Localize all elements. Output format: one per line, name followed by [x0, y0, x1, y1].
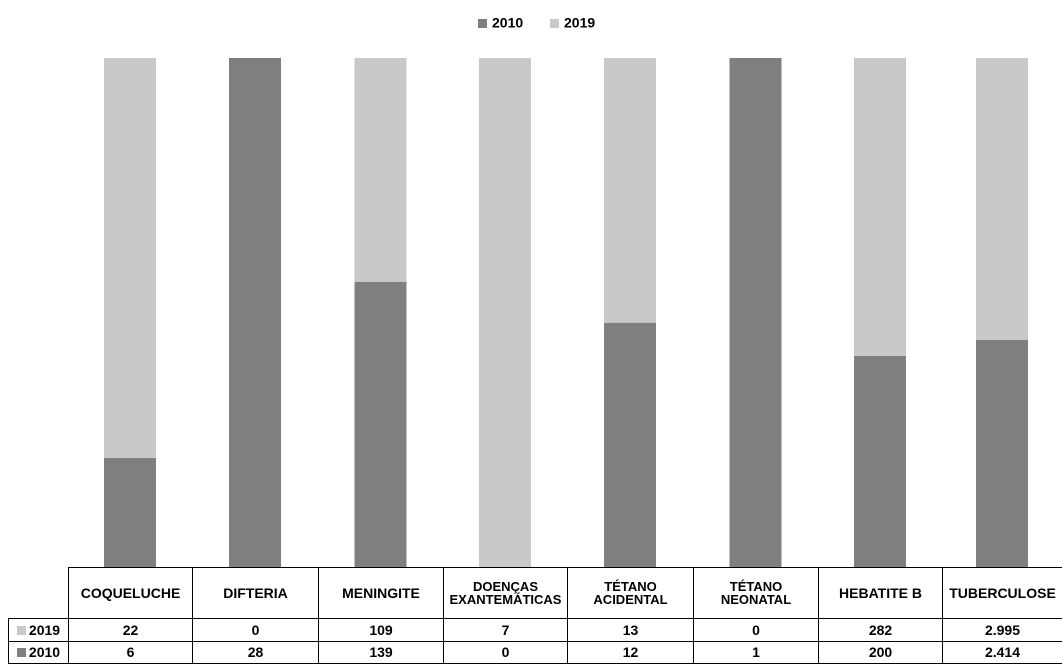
bar-segment: [976, 58, 1028, 340]
table-value: 22: [68, 618, 193, 642]
bar-segment: [976, 339, 1028, 567]
bar-segment: [604, 322, 656, 567]
bar-segment: [854, 355, 906, 567]
bar-segment: [354, 281, 407, 567]
table-header: TÉTANO NEONATAL: [693, 567, 819, 619]
table-value: 13: [567, 618, 694, 642]
table-row-label: 2019: [8, 618, 69, 642]
table-value: 12: [567, 641, 694, 664]
table-row-name: 2010: [28, 644, 61, 660]
table-value: 2.995: [942, 618, 1062, 642]
table-value: 200: [818, 641, 943, 664]
table-value: 0: [443, 641, 568, 664]
table-legend-marker: [16, 648, 26, 657]
table-header: DOENÇAS EXANTEMÁTICAS: [443, 567, 568, 619]
bar-segment: [604, 58, 656, 323]
table-header: COQUELUCHE: [68, 567, 193, 619]
table-header: TÉTANO ACIDENTAL: [567, 567, 694, 619]
table-value: 2.414: [942, 641, 1062, 664]
legend-label: 2019: [564, 15, 595, 31]
table-header: MENINGITE: [318, 567, 444, 619]
table-value: 0: [693, 618, 819, 642]
legend-marker: [550, 19, 559, 28]
table-value: 7: [443, 618, 568, 642]
bar-segment: [854, 58, 906, 356]
table-value: 109: [318, 618, 444, 642]
plot: 2010 2019: [104, 15, 1028, 567]
bar-segment: [354, 58, 407, 282]
table-row-label: 2010: [8, 641, 69, 664]
table-header: DIFTERIA: [192, 567, 319, 619]
table-value: 0: [192, 618, 319, 642]
table-value: 1: [693, 641, 819, 664]
table-header: HEBATITE B: [818, 567, 943, 619]
bar-segment: [479, 58, 531, 567]
table-row-name: 2019: [28, 621, 61, 638]
bar-segment: [229, 58, 281, 567]
bar-segment: [729, 58, 782, 567]
bar-segment: [104, 58, 156, 458]
legend-marker: [478, 19, 487, 28]
legend-label: 2010: [492, 15, 523, 31]
table-value: 6: [68, 641, 193, 664]
bar-segment: [104, 457, 156, 567]
table-value: 282: [818, 618, 943, 642]
table-legend-marker: [16, 625, 26, 635]
table-value: 28: [192, 641, 319, 664]
table-value: 139: [318, 641, 444, 664]
table-header: TUBERCULOSE: [942, 567, 1062, 619]
